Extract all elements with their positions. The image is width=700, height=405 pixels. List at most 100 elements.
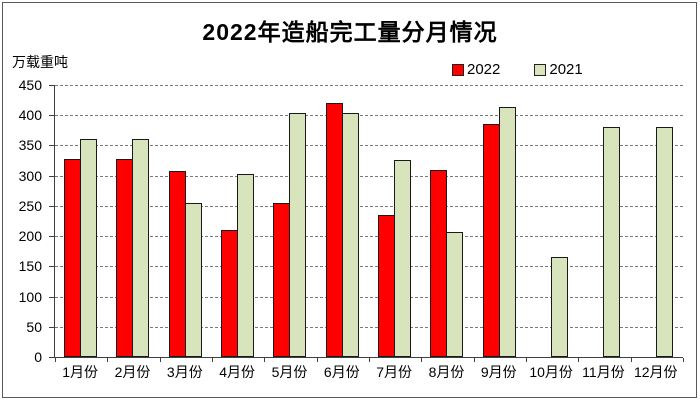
y-axis-tick-label: 350 [18, 137, 42, 154]
x-axis-tick-labels: 1月份 2月份 3月份 4月份 5月份 6月份 7月份 8月份 9月份 10月份 11月份 12月份 [54, 362, 682, 382]
y-axis-tick-label: 50 [26, 318, 42, 335]
bar-group-3月份 [160, 85, 212, 357]
bar-group-1月份 [55, 85, 107, 357]
gridline-50 [55, 326, 683, 328]
legend-item-2021: 2021 [534, 61, 583, 78]
bar-2021-5月份 [289, 112, 307, 357]
y-axis-tick [49, 115, 54, 117]
y-axis-tick-label: 0 [34, 349, 42, 365]
x-axis-tick [55, 358, 56, 362]
gridline-300 [55, 175, 683, 177]
bar-2021-4月份 [237, 174, 255, 357]
x-axis-label: 3月份 [166, 364, 203, 380]
legend-swatch-2022 [452, 63, 464, 76]
bar-2022-5月份 [273, 202, 291, 357]
bar-group-8月份 [421, 85, 473, 357]
x-axis-label: 8月份 [428, 364, 465, 380]
bar-2022-4月份 [221, 230, 239, 357]
legend-item-2022: 2022 [452, 61, 500, 78]
bar-group-11月份 [578, 85, 630, 357]
x-axis-label: 11月份 [582, 364, 625, 380]
gridline-100 [55, 296, 683, 298]
y-axis-tick-label: 300 [18, 167, 42, 184]
bar-2022-3月份 [168, 170, 186, 357]
x-axis-tick [264, 358, 266, 362]
bar-2021-2月份 [132, 138, 150, 357]
y-axis-tick [49, 326, 54, 328]
bar-2021-12月份 [655, 127, 673, 357]
x-axis-tick [683, 358, 684, 362]
x-axis-label: 12月份 [633, 364, 678, 380]
x-axis-label: 5月份 [271, 364, 308, 380]
y-axis-tick [49, 85, 54, 86]
y-axis-tick [49, 296, 54, 298]
x-axis-tick [473, 358, 475, 362]
x-axis-tick [578, 358, 580, 362]
bar-group-10月份 [526, 85, 578, 357]
bar-2021-7月份 [394, 159, 412, 357]
bar-group-7月份 [369, 85, 421, 357]
y-axis-unit-label: 万载重吨 [12, 54, 68, 70]
x-axis-tick [316, 358, 318, 362]
legend: 2022 2021 [452, 61, 583, 78]
legend-label-2021: 2021 [549, 61, 583, 78]
x-axis-label: 1月份 [62, 364, 99, 380]
y-axis-tick-label: 200 [18, 228, 42, 245]
bar-2022-6月份 [325, 102, 343, 357]
bar-2021-1月份 [80, 138, 98, 357]
bar-2021-9月份 [498, 107, 516, 357]
bar-2022-9月份 [482, 124, 500, 357]
x-axis-tick [526, 358, 527, 362]
y-axis-tick [49, 175, 54, 177]
gridline-200 [55, 236, 683, 238]
bar-2022-2月份 [116, 159, 134, 357]
bar-2021-8月份 [446, 231, 464, 357]
x-axis-tick [421, 358, 423, 362]
bar-group-5月份 [264, 85, 316, 357]
x-axis-tick [369, 358, 370, 362]
y-axis-tick-label: 100 [18, 288, 42, 305]
x-axis-label: 2月份 [114, 364, 151, 380]
y-axis-tick [49, 236, 54, 238]
gridline-250 [55, 205, 683, 207]
x-axis-label: 6月份 [323, 364, 360, 380]
bar-group-9月份 [474, 85, 526, 357]
y-axis-tick-label: 450 [18, 77, 42, 93]
y-axis-tick-label: 150 [18, 258, 42, 275]
chart-title: 2022年造船完工量分月情况 [202, 19, 498, 45]
bar-2022-8月份 [430, 170, 448, 357]
x-axis-tick [630, 358, 632, 362]
legend-label-2022: 2022 [467, 61, 501, 78]
bar-group-6月份 [317, 85, 369, 357]
plot-area [49, 85, 684, 362]
y-axis-tick-label: 250 [18, 197, 42, 214]
x-axis-tick [212, 358, 213, 362]
bar-group-2月份 [107, 85, 159, 357]
y-axis-tick-labels: 0 50 100 150 200 250 300 350 400 450 [0, 78, 46, 364]
y-axis-tick [49, 357, 54, 358]
gridline-450 [55, 85, 683, 86]
x-axis-label: 9月份 [480, 364, 517, 380]
bar-group-12月份 [631, 85, 683, 357]
y-axis-tick [49, 205, 54, 207]
bar-group-4月份 [212, 85, 264, 357]
gridline-350 [55, 145, 683, 147]
x-axis-label: 10月份 [529, 364, 573, 380]
x-axis-tick [159, 358, 161, 362]
x-axis-tick [107, 358, 109, 362]
legend-swatch-2021 [534, 63, 547, 76]
y-axis-tick [49, 145, 54, 147]
bar-2021-3月份 [184, 203, 202, 357]
y-axis-tick-label: 400 [18, 107, 42, 124]
bar-2022-7月份 [378, 214, 396, 357]
bar-2022-1月份 [64, 159, 82, 357]
gridline-400 [55, 115, 683, 117]
bar-2021-11月份 [603, 127, 621, 357]
bar-2021-6月份 [341, 112, 359, 357]
x-axis-label: 4月份 [219, 364, 256, 380]
x-axis-label: 7月份 [376, 364, 413, 380]
y-axis-tick [49, 266, 54, 268]
bar-2021-10月份 [551, 256, 569, 357]
gridline-150 [55, 266, 683, 268]
